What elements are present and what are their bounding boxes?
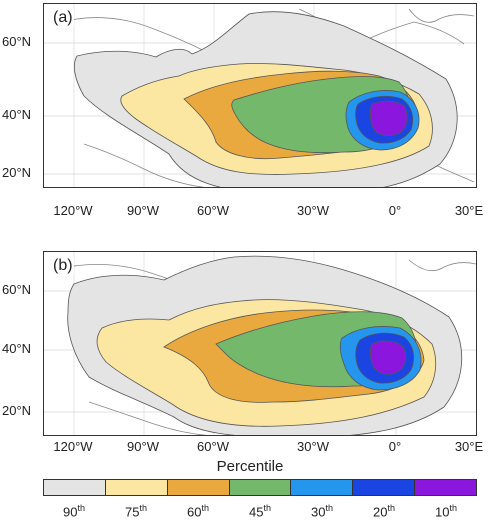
colorbar-label-60th: 60th [187, 503, 209, 520]
colorbar-label-45th: 45th [249, 503, 271, 520]
lon-tick-0-b: 0° [388, 439, 402, 454]
colorbar-label-75th: 75th [125, 503, 147, 520]
colorbar-label-10th: 10th [435, 503, 457, 520]
lat-tick-40n-a: 40°N [2, 107, 32, 122]
map-panel-b: (b) [43, 251, 477, 436]
lat-tick-20n-b: 20°N [2, 403, 32, 418]
lat-tick-60n-b: 60°N [2, 282, 32, 297]
panel-label-b: (b) [52, 257, 74, 275]
lon-tick-30w-a: 30°W [297, 203, 329, 218]
map-canvas-b [44, 252, 476, 435]
colorbar-label-20th: 20th [373, 503, 395, 520]
colorbar-label-90th: 90th [63, 503, 85, 520]
colorbar-swatch-30th [291, 480, 354, 495]
colorbar-swatch-10th [415, 480, 477, 495]
colorbar-swatch-20th [353, 480, 416, 495]
lon-tick-30e-a: 30°E [454, 203, 484, 218]
colorbar-swatch-75th [105, 480, 168, 495]
lat-tick-20n-a: 20°N [2, 165, 32, 180]
panel-label-a: (a) [52, 9, 74, 27]
colorbar-label-30th: 30th [311, 503, 333, 520]
lon-tick-120w-a: 120°W [53, 203, 93, 218]
lon-tick-90w-a: 90°W [127, 203, 159, 218]
contour-10th [369, 100, 408, 137]
contour-10th [369, 340, 407, 375]
lat-tick-60n-a: 60°N [2, 34, 32, 49]
colorbar [43, 479, 477, 496]
lon-tick-120w-b: 120°W [53, 439, 93, 454]
lon-tick-60w-a: 60°W [197, 203, 229, 218]
colorbar-swatch-60th [167, 480, 230, 495]
map-canvas-a [44, 4, 476, 187]
lon-tick-30e-b: 30°E [454, 439, 484, 454]
colorbar-title: Percentile [216, 458, 284, 475]
lon-tick-60w-b: 60°W [197, 439, 229, 454]
lat-tick-40n-b: 40°N [2, 341, 32, 356]
colorbar-swatch-45th [229, 480, 292, 495]
lon-tick-30w-b: 30°W [297, 439, 329, 454]
colorbar-swatch-90th [44, 480, 106, 495]
lon-tick-90w-b: 90°W [127, 439, 159, 454]
map-panel-a: (a) [43, 3, 477, 188]
lon-tick-0-a: 0° [388, 203, 402, 218]
colorbar-labels: 90th 75th 60th 45th 30th 20th 10th [43, 503, 477, 519]
